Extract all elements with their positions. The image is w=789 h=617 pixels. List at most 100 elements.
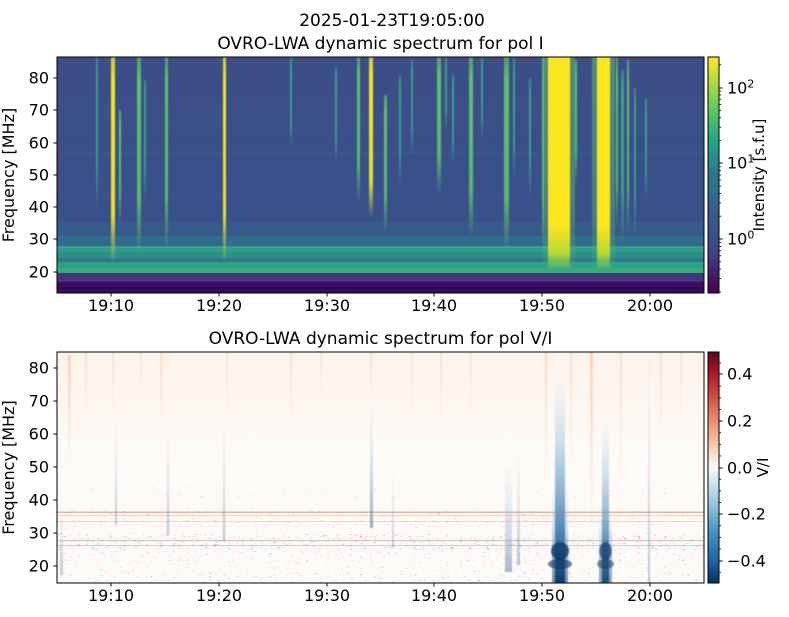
pos-streak — [370, 352, 372, 405]
colorbar-label: V/I — [754, 458, 772, 478]
y-tick-label: 20 — [29, 263, 49, 282]
rfi-line — [57, 152, 704, 153]
pos-streak — [320, 352, 322, 400]
pos-streak-group — [68, 352, 682, 530]
pos-streak — [411, 352, 413, 420]
rfi-line — [57, 246, 704, 248]
y-tick-label: 60 — [29, 134, 49, 153]
pos-streak — [68, 355, 71, 470]
rfi-line — [57, 545, 704, 546]
neg-streak-group — [60, 358, 650, 583]
rfi-band — [57, 268, 704, 273]
rfi-line — [57, 284, 704, 285]
panel-axes-0: 19:10 19:20 19:30 19:40 19:50 20:00 80 70 60 50 40… — [0, 34, 705, 315]
x-tick-label: 20:00 — [627, 296, 673, 315]
rfi-band — [57, 287, 704, 293]
x-tick-label: 19:50 — [519, 586, 565, 605]
burst-streak — [384, 95, 387, 235]
y-tick-label: 50 — [29, 458, 49, 477]
burst-streak — [513, 57, 515, 180]
pos-streak — [570, 352, 572, 480]
pos-streak — [680, 352, 682, 430]
colorbar-tick-label: 0.0 — [727, 459, 752, 478]
neg-streak — [505, 468, 512, 572]
burst-streak — [627, 60, 629, 235]
burst-streak — [357, 57, 360, 205]
neg-streak — [167, 425, 169, 535]
colorbar-tick-label: 100 — [727, 229, 754, 249]
burst-streak — [575, 60, 577, 185]
colorbar-gradient — [708, 352, 719, 583]
pos-streak — [290, 352, 292, 430]
x-tick-label: 20:00 — [627, 586, 673, 605]
burst-streak — [411, 60, 413, 155]
colorbar-tick-label: 102 — [727, 78, 754, 98]
burst-streak — [111, 57, 115, 260]
y-tick-label: 20 — [29, 557, 49, 576]
neg-streak-blob — [551, 542, 569, 560]
pos-streak — [470, 352, 472, 420]
neg-streak — [115, 415, 117, 525]
neg-streak — [60, 498, 63, 575]
rfi-line — [57, 279, 704, 281]
x-tick-label: 19:40 — [411, 586, 457, 605]
x-tick-label: 19:30 — [304, 296, 350, 315]
colorbar-tick-label: 0.4 — [727, 365, 752, 384]
panel-axes-1: 19:10 19:20 19:30 19:40 19:50 20:00 80 70 60 50 40… — [0, 329, 705, 605]
burst-streak — [504, 57, 509, 252]
burst-streak — [469, 57, 473, 240]
x-tick-label: 19:20 — [196, 296, 242, 315]
burst-streak — [597, 57, 610, 268]
burst-streak — [548, 57, 570, 268]
rfi-line — [57, 540, 704, 542]
noise-blue — [57, 573, 704, 583]
noise-blue — [57, 535, 704, 548]
neg-streak-blob — [548, 559, 572, 569]
y-tick-label: 50 — [29, 166, 49, 185]
x-tick-label: 19:10 — [88, 586, 134, 605]
pos-streak — [620, 352, 622, 500]
burst-streak — [634, 88, 636, 238]
noise-band — [57, 487, 704, 497]
x-tick-label: 19:20 — [196, 586, 242, 605]
y-axis-label: Frequency [MHz] — [0, 108, 18, 242]
burst-streak — [335, 68, 337, 165]
pos-streak — [85, 352, 87, 420]
neg-streak — [392, 470, 394, 548]
colorbar-tick-label: 0.2 — [727, 412, 752, 431]
rfi-band — [57, 248, 704, 252]
burst-streak — [96, 57, 98, 210]
rfi-line — [57, 291, 704, 292]
heatmap-pol-vi — [57, 352, 704, 583]
rfi-line — [57, 521, 704, 522]
rfi-band — [57, 258, 704, 262]
noise-blue — [57, 561, 704, 571]
burst-streak — [645, 98, 647, 200]
burst-streak — [621, 70, 624, 245]
y-tick-label: 40 — [29, 198, 49, 217]
y-tick-label: 60 — [29, 425, 49, 444]
rfi-band — [57, 273, 704, 279]
colorbar-tick-label: 101 — [727, 153, 754, 173]
rfi-line — [57, 515, 704, 516]
neg-streak-blob — [597, 559, 614, 569]
y-tick-label: 70 — [29, 101, 49, 120]
rfi-line — [57, 196, 704, 197]
x-tick-label: 19:50 — [519, 296, 565, 315]
x-tick-label: 19:30 — [304, 586, 350, 605]
noise-band — [57, 535, 704, 548]
neg-streak — [370, 408, 373, 528]
panel-title: OVRO-LWA dynamic spectrum for pol V/I — [209, 329, 553, 349]
burst-streak — [137, 57, 141, 256]
rfi-band — [57, 262, 704, 268]
burst-streak — [119, 110, 121, 225]
colorbar-label: Intensity [s.f.u] — [750, 119, 768, 232]
burst-streak — [369, 57, 373, 215]
noise-band — [57, 549, 704, 560]
burst-streak — [529, 78, 531, 200]
panel-title: OVRO-LWA dynamic spectrum for pol I — [217, 34, 543, 54]
rfi-band — [57, 252, 704, 258]
pos-streak — [140, 352, 142, 400]
